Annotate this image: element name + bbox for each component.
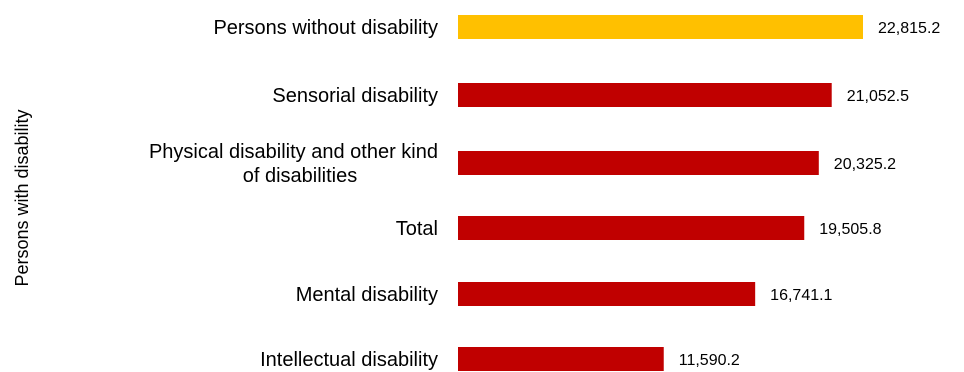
bar-4	[458, 282, 756, 306]
bar-5	[458, 347, 664, 371]
category-label-3: Total	[396, 218, 438, 240]
bar-0	[458, 15, 863, 39]
category-label-2: Physical disability and other kind of dis…	[149, 141, 438, 187]
category-label-5: Intellectual disability	[260, 349, 438, 371]
category-label-4: Mental disability	[296, 284, 438, 306]
value-label-2: 20,325.2	[834, 156, 896, 173]
value-label-1: 21,052.5	[847, 88, 909, 105]
value-label-5: 11,590.2	[679, 352, 740, 369]
bar-3	[458, 216, 805, 240]
bar-2	[458, 151, 819, 175]
bar-1	[458, 83, 832, 107]
y-axis-label: Persons with disability	[12, 109, 32, 286]
value-label-4: 16,741.1	[770, 287, 832, 304]
value-label-0: 22,815.2	[878, 20, 940, 37]
bars-group: 22,815.2 Persons without disability 21,052…	[149, 15, 940, 371]
category-label-0: Persons without disability	[213, 17, 438, 39]
value-label-3: 19,505.8	[819, 221, 881, 238]
category-label-1: Sensorial disability	[272, 85, 438, 107]
